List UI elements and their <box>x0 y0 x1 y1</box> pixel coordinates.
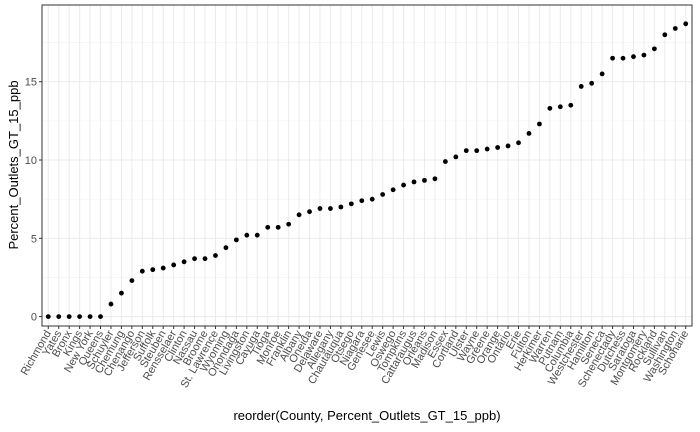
point <box>401 182 406 188</box>
point <box>139 268 145 274</box>
point <box>213 253 218 258</box>
point <box>526 131 532 136</box>
point <box>422 177 427 183</box>
point <box>432 176 438 182</box>
point <box>369 196 375 202</box>
point <box>578 84 584 89</box>
point <box>599 71 605 77</box>
point <box>589 80 595 86</box>
point <box>641 52 647 58</box>
point <box>223 245 229 251</box>
point <box>171 262 177 268</box>
point <box>516 140 521 146</box>
point <box>286 221 292 227</box>
point <box>244 232 250 238</box>
point <box>338 204 344 210</box>
point <box>495 145 501 150</box>
point <box>662 32 668 38</box>
point <box>411 179 417 185</box>
point <box>119 290 124 296</box>
point <box>348 201 354 207</box>
point <box>547 105 553 111</box>
point <box>453 154 459 160</box>
point <box>160 265 166 271</box>
point <box>505 143 511 149</box>
y-tick-label: 15 <box>25 77 37 89</box>
point <box>87 314 93 320</box>
point <box>359 198 365 204</box>
point <box>275 224 281 230</box>
point <box>390 187 396 193</box>
y-tick-label: 10 <box>25 155 37 167</box>
x-axis-title: reorder(County, Percent_Outlets_GT_15_pp… <box>233 408 500 423</box>
point <box>610 55 615 61</box>
point <box>380 192 386 197</box>
point <box>474 148 480 154</box>
y-tick-label: 0 <box>31 312 37 324</box>
point <box>233 237 239 243</box>
point <box>463 148 469 154</box>
point <box>442 159 448 164</box>
point <box>265 224 271 230</box>
point <box>296 212 302 218</box>
point <box>328 206 333 211</box>
point <box>620 55 626 61</box>
point <box>56 314 62 320</box>
point <box>484 146 490 152</box>
panel-border <box>41 4 693 327</box>
point <box>108 301 114 307</box>
point <box>568 102 574 108</box>
point <box>66 314 72 320</box>
point <box>537 121 542 127</box>
point <box>254 232 260 238</box>
point <box>192 256 197 262</box>
point <box>129 278 135 283</box>
point <box>317 206 323 211</box>
point <box>77 314 83 320</box>
point <box>631 54 636 60</box>
y-tick-label: 5 <box>31 233 37 245</box>
point <box>651 46 657 52</box>
point <box>45 314 51 320</box>
point <box>181 259 187 265</box>
y-axis-title: Percent_Outlets_GT_15_ppb <box>6 80 21 249</box>
point <box>307 209 312 215</box>
point <box>672 26 678 31</box>
point <box>98 314 103 320</box>
point <box>202 256 208 262</box>
point <box>683 21 689 27</box>
point <box>557 104 563 110</box>
point <box>150 267 156 273</box>
